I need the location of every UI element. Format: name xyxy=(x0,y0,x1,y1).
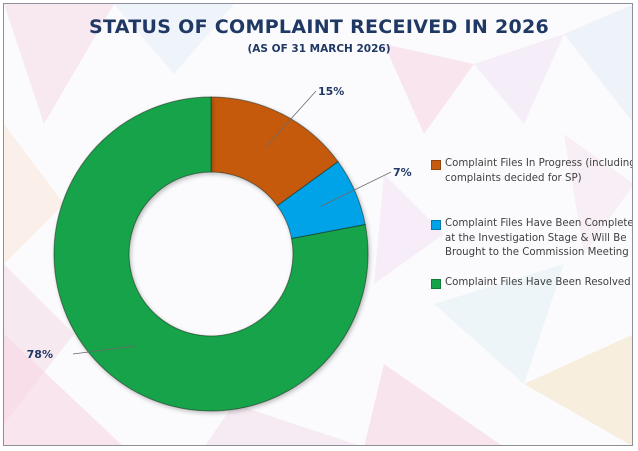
legend-swatch xyxy=(431,160,441,170)
legend-item-in-progress: Complaint Files In Progress (including c… xyxy=(431,157,633,186)
data-label: 7% xyxy=(393,166,412,179)
data-label: 15% xyxy=(318,85,344,98)
leader-line xyxy=(320,171,392,207)
legend-item-completed-investigation: Complaint Files Have Been Completed at t… xyxy=(431,217,633,261)
leader-line xyxy=(72,345,135,355)
leader-line xyxy=(264,90,317,148)
chart-frame: STATUS OF COMPLAINT RECEIVED IN 2026 (AS… xyxy=(3,3,633,446)
data-label: 78% xyxy=(27,348,53,361)
chart-subtitle: (AS OF 31 MARCH 2026) xyxy=(247,43,391,55)
legend-swatch xyxy=(431,279,441,289)
donut-chart: 15% 7% 78% xyxy=(27,85,412,412)
legend-label: Complaint Files Have Been Resolved xyxy=(445,277,631,288)
donut-slice xyxy=(53,96,369,412)
legend-item-resolved: Complaint Files Have Been Resolved xyxy=(431,276,632,291)
legend-swatch xyxy=(431,220,441,230)
background-pattern xyxy=(4,4,632,445)
chart-title: STATUS OF COMPLAINT RECEIVED IN 2026 xyxy=(88,16,550,38)
legend-label: Complaint Files Have Been Completed at t… xyxy=(445,218,633,258)
legend-label: Complaint Files In Progress (including c… xyxy=(445,158,633,184)
